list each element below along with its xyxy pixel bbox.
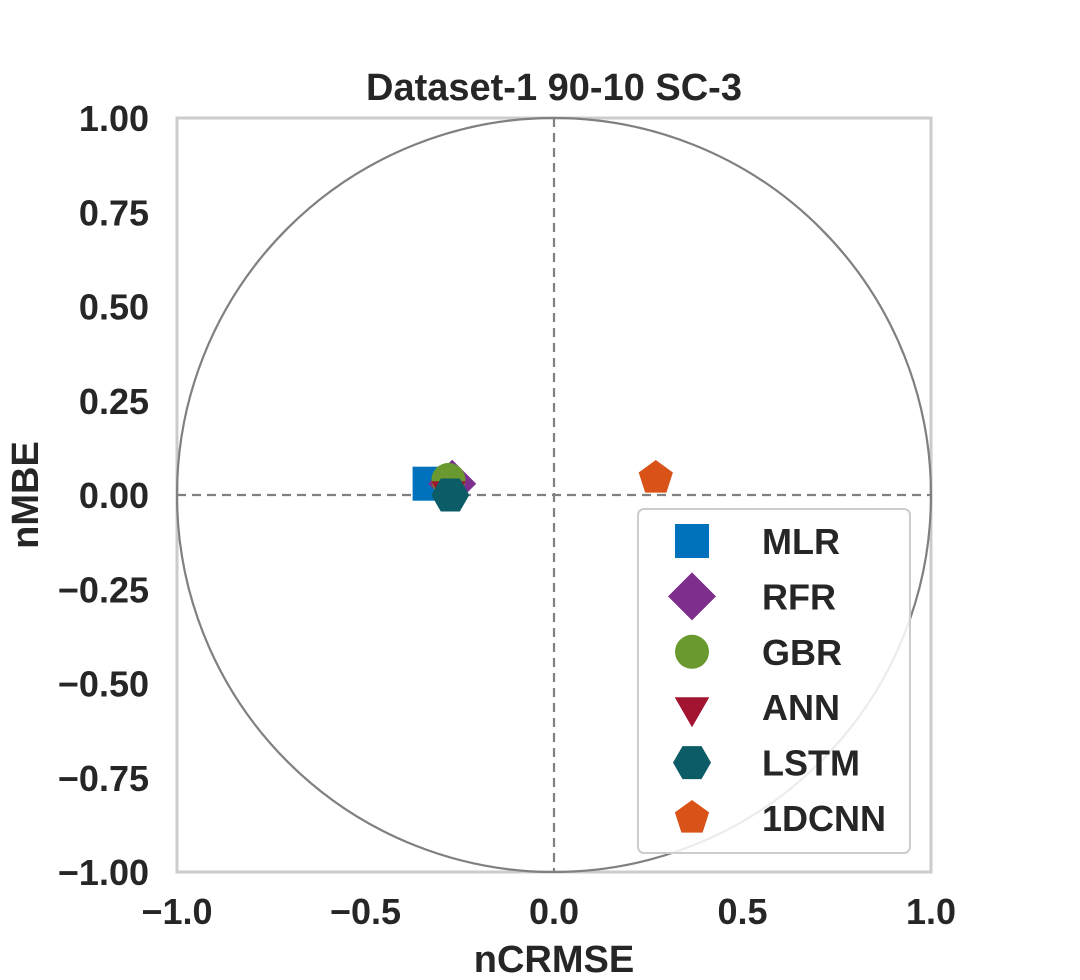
y-tick-label: −0.25 [58, 569, 149, 610]
legend-marker-lstm [673, 746, 711, 780]
x-tick-label: 0.0 [529, 891, 579, 932]
y-tick-label: 0.50 [79, 287, 149, 328]
legend-label-gbr: GBR [762, 632, 842, 673]
legend-marker-mlr [675, 524, 709, 558]
legend: MLR RFR GBR ANN LSTM 1DCNN [637, 508, 911, 854]
data-point-1dcnn [638, 460, 673, 493]
legend-label-rfr: RFR [762, 576, 836, 617]
y-tick-label: 1.00 [79, 98, 149, 139]
x-tick-label: −1.0 [141, 891, 212, 932]
y-tick-label: −0.75 [58, 758, 149, 799]
legend-label-lstm: LSTM [762, 743, 860, 784]
legend-label-ann: ANN [762, 687, 840, 728]
y-tick-label: 0.75 [79, 192, 149, 233]
data-point-lstm [431, 478, 470, 512]
legend-marker-ann [674, 697, 710, 728]
x-tick-label: −0.5 [330, 891, 401, 932]
x-tick-label: 0.5 [717, 891, 767, 932]
y-tick-label: −1.00 [58, 852, 149, 893]
legend-marker-rfr [668, 572, 716, 621]
y-tick-label: 0.00 [79, 475, 149, 516]
chart-title: Dataset-1 90-10 SC-3 [366, 67, 742, 109]
x-tick-label: 1.0 [906, 891, 956, 932]
y-tick-label: −0.50 [58, 664, 149, 705]
legend-marker-1dcnn [674, 800, 710, 833]
legend-marker-gbr [675, 634, 709, 669]
x-axis-label: nCRMSE [474, 939, 634, 980]
y-tick-label: 0.25 [79, 381, 149, 422]
legend-label-mlr: MLR [762, 521, 840, 562]
y-axis-label: nMBE [5, 441, 47, 549]
legend-label-1dcnn: 1DCNN [762, 798, 886, 839]
